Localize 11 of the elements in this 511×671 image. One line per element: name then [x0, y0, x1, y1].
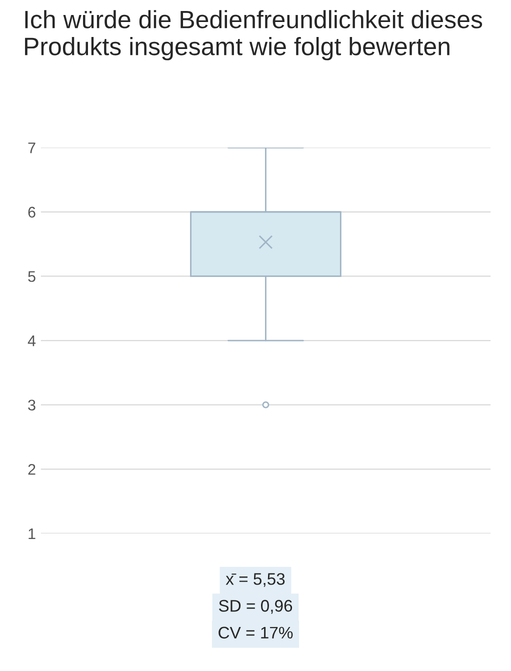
y-tick-label: 7 [28, 142, 36, 154]
text: SD = 0,96 [218, 600, 292, 614]
y-tick-label: 6 [28, 206, 36, 218]
text: CV = 17% [218, 626, 293, 639]
y-tick-label: 1 [28, 528, 36, 539]
y-tick-label: 4 [28, 336, 36, 346]
text: x̄ = 5,53 [226, 573, 285, 587]
y-tick-label: 2 [28, 464, 36, 475]
chart-title: Ich würde die Bedienfreundlichkeit dieses Produkts insgesamt wie folgt bewerten [25, 10, 482, 60]
y-tick-label: 3 [28, 400, 36, 411]
y-tick-label: 5 [28, 271, 36, 282]
